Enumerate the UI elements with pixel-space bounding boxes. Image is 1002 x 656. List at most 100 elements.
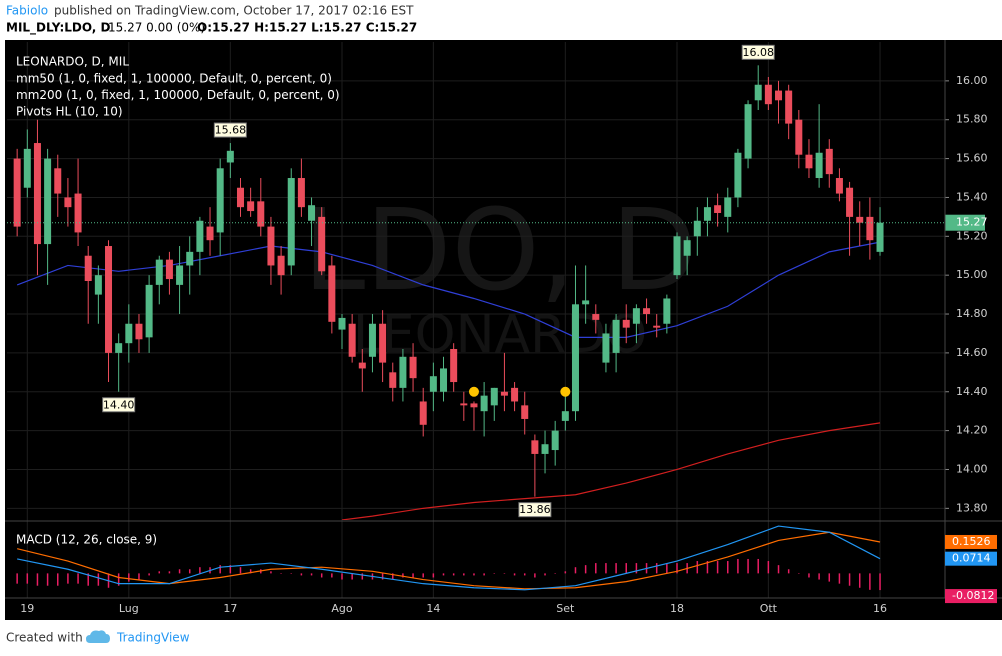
legend-entry: Pivots HL (10, 10) <box>16 105 123 119</box>
histogram-bar <box>87 573 89 586</box>
candle-body <box>358 362 366 369</box>
change: 15.27 0.00 (0%) <box>108 21 205 35</box>
histogram-bar <box>554 573 556 574</box>
chart-background <box>5 40 1002 620</box>
created-with: Created with <box>6 631 83 645</box>
candle-body <box>287 178 295 266</box>
macd-line <box>17 531 881 590</box>
histogram-bar <box>463 573 465 576</box>
histogram-bar <box>615 563 617 574</box>
candle-body <box>856 216 864 223</box>
histogram-bar <box>777 565 780 574</box>
y-tick-label: 15.80 <box>956 113 988 126</box>
candle-body <box>429 376 437 392</box>
y-tick-label: 13.80 <box>956 501 988 514</box>
candle-body <box>582 300 590 305</box>
author[interactable]: Fabiolo <box>6 4 48 18</box>
histogram-bar <box>341 573 343 580</box>
pivot-label: 16.08 <box>742 46 774 59</box>
candle-body <box>775 90 783 101</box>
histogram-bar <box>432 573 435 578</box>
candle-body <box>338 317 346 330</box>
candle-body <box>561 411 569 421</box>
histogram-bar <box>26 573 29 584</box>
candle-body <box>571 304 579 412</box>
y-tick-label: 16.00 <box>956 74 988 87</box>
candle-body <box>257 201 265 227</box>
candle-body <box>835 178 843 194</box>
candle-body <box>734 152 742 198</box>
candle-body <box>541 444 549 454</box>
brand[interactable]: TradingView <box>116 631 190 645</box>
candle-body <box>673 236 681 276</box>
moving-average <box>341 422 881 520</box>
x-tick-label: 14 <box>426 602 440 615</box>
value-box <box>945 534 997 549</box>
candle-body <box>74 193 82 233</box>
candle-body <box>693 220 701 237</box>
candle-body <box>592 314 600 320</box>
histogram-bar <box>148 573 150 576</box>
value-label: 0.1526 <box>952 535 991 548</box>
candle-body <box>764 84 772 105</box>
candle-body <box>531 440 539 454</box>
histogram-bar <box>523 573 526 576</box>
legend-entry: mm50 (1, 0, fixed, 1, 100000, Default, 0… <box>16 72 332 86</box>
histogram-bar <box>422 573 424 578</box>
y-tick-label: 14.40 <box>956 385 988 398</box>
candle-body <box>714 205 722 213</box>
candle-body <box>450 349 458 383</box>
pivot-box <box>741 44 775 60</box>
candle-body <box>632 308 640 324</box>
candle-body <box>125 323 133 344</box>
histogram-bar <box>655 563 658 574</box>
histogram-bar <box>239 567 242 574</box>
histogram-bar <box>199 567 201 574</box>
histogram-bar <box>534 573 536 578</box>
candle-body <box>663 298 671 324</box>
candle-body <box>825 148 833 175</box>
histogram-bar <box>381 573 384 580</box>
histogram-bar <box>57 573 59 586</box>
y-tick-label: 15.60 <box>956 152 988 165</box>
histogram-bar <box>67 573 69 584</box>
histogram-bar <box>595 563 597 574</box>
histogram-bar <box>635 563 638 574</box>
candle-body <box>84 255 92 281</box>
chart-title: LEONARDO, D, MIL <box>16 55 129 69</box>
y-tick-label: 15.00 <box>956 268 988 281</box>
histogram-bar <box>828 573 831 582</box>
candle-body <box>785 90 793 124</box>
pivot-box <box>213 122 247 138</box>
chart-title: MACD (12, 26, close, 9) <box>16 533 157 547</box>
candle-body <box>379 323 387 363</box>
histogram-bar <box>290 573 292 574</box>
candle-body <box>419 401 427 425</box>
histogram-bar <box>442 573 445 576</box>
histogram-bar <box>392 573 394 580</box>
candle-body <box>145 284 153 338</box>
value-label: -0.0812 <box>952 589 994 602</box>
histogram-bar <box>117 573 120 586</box>
candle-body <box>297 178 305 208</box>
histogram-bar <box>574 567 577 574</box>
signal-dot <box>468 386 479 397</box>
histogram-bar <box>666 563 668 574</box>
x-tick-label: Ago <box>331 602 353 615</box>
tradingview-logo[interactable] <box>86 630 110 643</box>
histogram-bar <box>97 573 100 586</box>
histogram-bar <box>331 573 333 578</box>
histogram-bar <box>767 561 770 574</box>
histogram-bar <box>625 563 627 574</box>
histogram-bar <box>361 573 364 580</box>
candle-body <box>754 84 762 101</box>
histogram-bar <box>584 565 587 574</box>
candle-body <box>643 308 651 315</box>
candle-body <box>490 387 498 406</box>
candle-body <box>440 368 448 392</box>
histogram-bar <box>879 573 881 591</box>
value-box <box>945 589 997 604</box>
histogram-bar <box>787 569 790 574</box>
histogram-bar <box>757 558 759 574</box>
histogram-bar <box>138 573 140 580</box>
